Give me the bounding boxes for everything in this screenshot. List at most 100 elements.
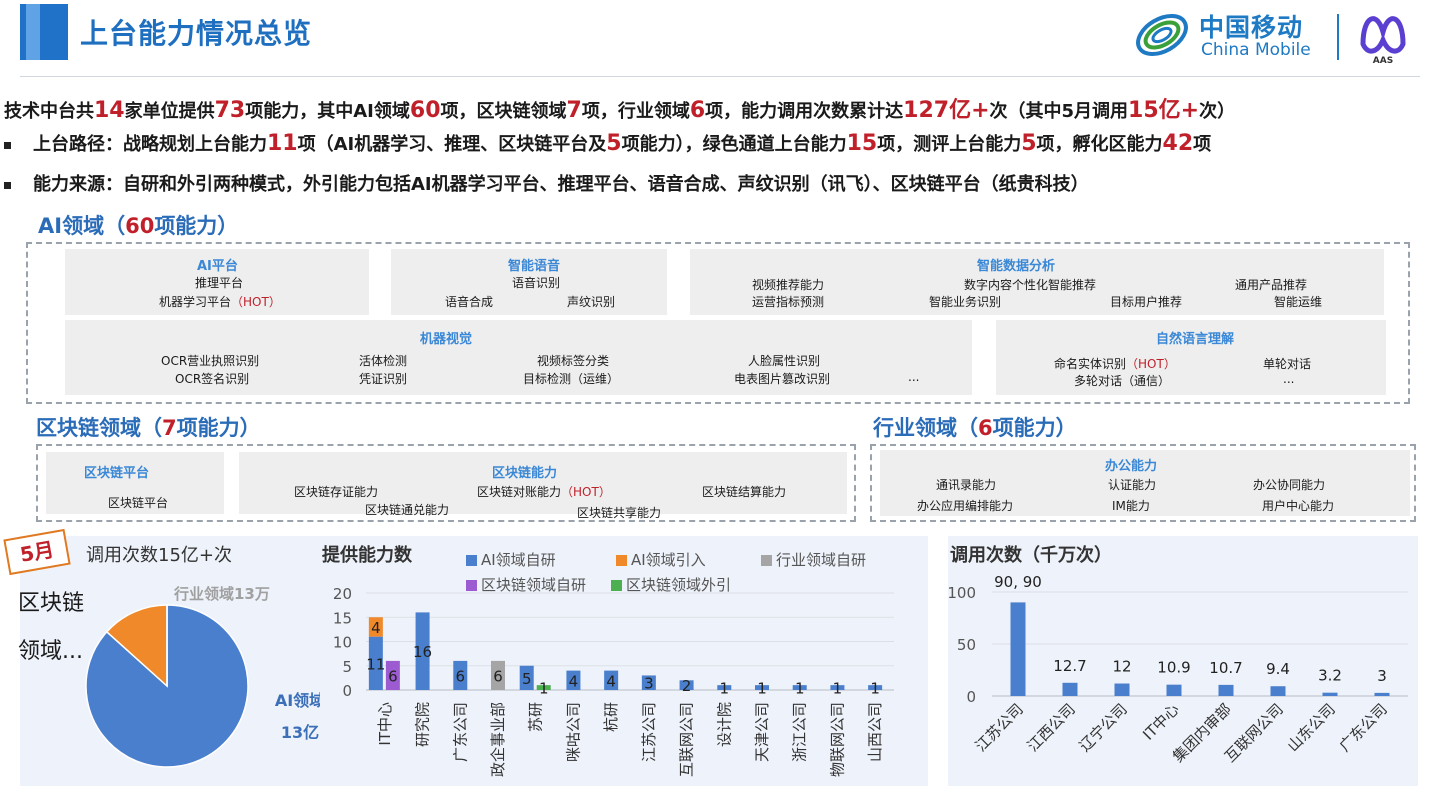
bar-value-label: 6 bbox=[456, 667, 466, 685]
legend-swatch bbox=[761, 555, 772, 566]
bar-value-label: 4 bbox=[371, 619, 381, 637]
y-tick-label: 100 bbox=[948, 584, 976, 602]
summary-line: 技术中台共14家单位提供73项能力，其中AI领域60项，区块链领域7项，行业领域… bbox=[4, 98, 1236, 123]
bar-value-label: 10.9 bbox=[1157, 659, 1190, 677]
bar-value-label: 6 bbox=[388, 667, 398, 685]
nlp-title: 自然语言理解 bbox=[1156, 332, 1235, 347]
bar-segment bbox=[868, 685, 883, 690]
bar-value-label: 4 bbox=[606, 672, 616, 690]
ai-platform-box: AI平台 推理平台 机器学习平台（HOT） bbox=[65, 249, 369, 315]
legend-swatch bbox=[466, 580, 477, 591]
office-box: 办公能力 通讯录能力 认证能力 办公协同能力 办公应用编排能力 IM能力 用户中… bbox=[880, 450, 1410, 516]
voice-title: 智能语音 bbox=[508, 259, 561, 274]
legend-swatch bbox=[616, 555, 627, 566]
industry-section-box bbox=[870, 444, 1416, 522]
vision-item: 人脸属性识别 bbox=[748, 354, 821, 368]
bullet-dot-icon bbox=[4, 141, 11, 149]
office-item: 通讯录能力 bbox=[936, 478, 997, 492]
legend-label: 区块链领域自研 bbox=[481, 576, 586, 594]
nlp-item: 命名实体识别（HOT） bbox=[1054, 357, 1176, 371]
pie-chart: AI领域 13亿 区块链领域... 行业领域13万 bbox=[18, 585, 320, 768]
x-category-label: 天津公司 bbox=[753, 702, 771, 762]
bar-value-label: 4 bbox=[569, 672, 579, 690]
x-category-label: 辽宁公司 bbox=[1076, 700, 1131, 755]
bar-segment bbox=[830, 685, 845, 690]
bar-segment bbox=[385, 660, 400, 690]
bar-value-label: 5 bbox=[522, 670, 532, 688]
vision-box: 机器视觉 OCR营业执照识别 OCR签名识别 活体检测 凭证识别 视频标签分类 … bbox=[65, 320, 972, 395]
data-analysis-item: 智能业务识别 bbox=[929, 295, 1002, 309]
data-analysis-item: 数字内容个性化智能推荐 bbox=[964, 278, 1097, 292]
voice-item: 语音合成 bbox=[445, 295, 494, 309]
bar-value-label: 3.2 bbox=[1318, 667, 1342, 685]
office-item: IM能力 bbox=[1112, 499, 1150, 513]
aas-logo-icon: AAS bbox=[1360, 16, 1406, 66]
blockchain-ability-item: 区块链对账能力（HOT） bbox=[477, 485, 611, 499]
logo-cn-text: 中国移动 bbox=[1199, 13, 1304, 42]
bar-segment bbox=[415, 612, 430, 690]
blockchain-section-title: 区块链领域（7项能力） bbox=[36, 416, 261, 440]
x-category-label: 政企事业部 bbox=[489, 702, 507, 777]
pie-label-ai-value: 13亿 bbox=[281, 723, 319, 742]
calls-bar-chart: 0 50 100 90, 90 江苏公司 12.7 江西公司 12 辽宁公司 10.9 IT中心 10… bbox=[948, 573, 1408, 766]
charts-panel-right bbox=[948, 536, 1418, 786]
bar-segment bbox=[604, 670, 619, 690]
nlp-item: 多轮对话（通信） bbox=[1074, 374, 1171, 388]
bar bbox=[1166, 684, 1182, 696]
vision-title: 机器视觉 bbox=[420, 332, 473, 347]
office-title: 办公能力 bbox=[1105, 459, 1158, 474]
data-analysis-title: 智能数据分析 bbox=[977, 259, 1056, 274]
nlp-item: ... bbox=[1283, 372, 1295, 386]
blockchain-ability-title: 区块链能力 bbox=[492, 466, 558, 481]
blockchain-section-box bbox=[36, 444, 856, 522]
bar-value-label: 1 bbox=[870, 680, 880, 698]
bar-segment bbox=[368, 617, 383, 637]
x-category-label: 广东公司 bbox=[1336, 700, 1391, 755]
nlp-box: 自然语言理解 命名实体识别（HOT） 多轮对话（通信） 单轮对话 ... bbox=[996, 320, 1386, 395]
data-analysis-item: 智能运维 bbox=[1274, 295, 1323, 309]
y-tick-label: 5 bbox=[342, 658, 352, 676]
bar-value-label: 12 bbox=[1112, 658, 1131, 676]
x-category-label: 山西公司 bbox=[866, 702, 884, 762]
industry-section-title: 行业领域（6项能力） bbox=[873, 416, 1077, 440]
bar-value-label: 16 bbox=[413, 643, 432, 661]
bar-segment bbox=[368, 636, 383, 690]
x-category-label: 广东公司 bbox=[451, 702, 469, 762]
bar-segment bbox=[641, 675, 656, 690]
blockchain-ability-item: 区块链结算能力 bbox=[702, 485, 787, 499]
voice-box: 智能语音 语音识别 语音合成 声纹识别 bbox=[391, 249, 667, 315]
bar-chart-title: 提供能力数 bbox=[322, 545, 412, 566]
logo-separator bbox=[1337, 14, 1339, 60]
pie-label-blockchain: 区块链 bbox=[18, 591, 84, 616]
vision-item: 凭证识别 bbox=[359, 372, 408, 386]
x-category-label: 山东公司 bbox=[1284, 700, 1339, 755]
x-category-label: 研究院 bbox=[414, 702, 432, 747]
x-category-label: 物联网公司 bbox=[828, 702, 846, 777]
bar-value-label: 2 bbox=[682, 677, 692, 695]
vision-item: OCR营业执照识别 bbox=[161, 354, 260, 368]
china-mobile-logo-icon bbox=[1136, 14, 1188, 56]
bar-value-label: 1 bbox=[795, 680, 805, 698]
vision-item: 目标检测（运维） bbox=[523, 372, 620, 386]
x-category-label: 互联网公司 bbox=[678, 702, 696, 777]
legend-label: AI领域引入 bbox=[631, 551, 706, 569]
aas-logo-text: AAS bbox=[1373, 56, 1393, 66]
pie-chart-title: 调用次数15亿+次 bbox=[86, 545, 232, 566]
title-accent-bar bbox=[20, 4, 68, 60]
x-category-label: 江西公司 bbox=[1024, 700, 1079, 755]
office-item: 用户中心能力 bbox=[1262, 499, 1335, 513]
blockchain-ability-item: 区块链存证能力 bbox=[294, 485, 379, 499]
x-category-label: 苏研 bbox=[527, 702, 545, 732]
y-tick-label: 0 bbox=[342, 682, 352, 700]
bar-value-label: 1 bbox=[833, 680, 843, 698]
bar-value-label: 1 bbox=[720, 680, 730, 698]
data-analysis-box: 智能数据分析 视频推荐能力 运营指标预测 数字内容个性化智能推荐 智能业务识别 … bbox=[690, 249, 1384, 315]
pie-slice bbox=[105, 604, 168, 688]
bar bbox=[1062, 682, 1078, 696]
bar-segment bbox=[453, 660, 468, 690]
ai-platform-item: 推理平台 bbox=[195, 276, 244, 290]
y-tick-label: 50 bbox=[957, 636, 976, 654]
bar bbox=[1322, 692, 1338, 696]
bar-value-label: 9.4 bbox=[1266, 660, 1290, 678]
